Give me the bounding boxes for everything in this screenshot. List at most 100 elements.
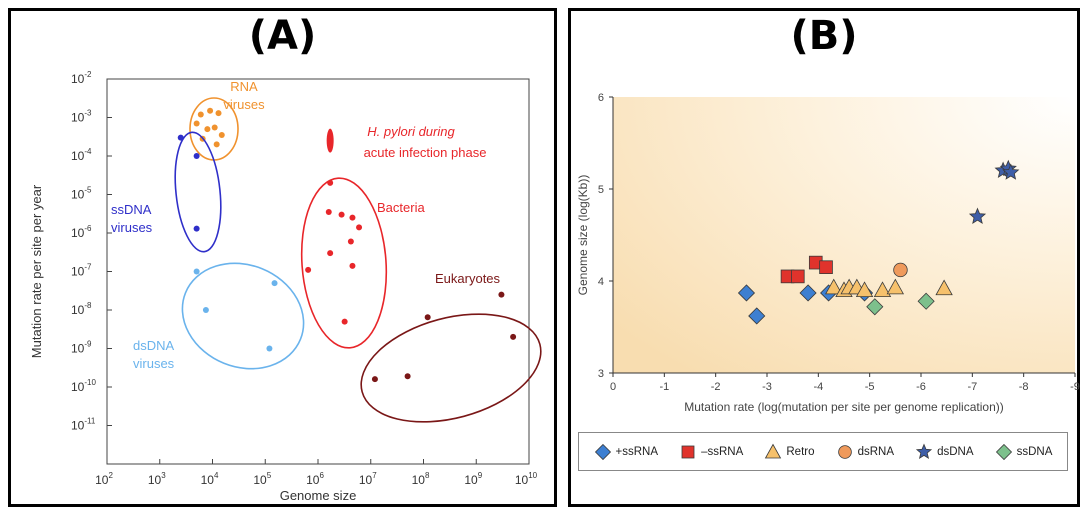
data-point-bacteria xyxy=(347,238,354,245)
y-axis-label: Genome size (log(Kb)) xyxy=(576,175,590,296)
data-point-rna xyxy=(197,111,204,118)
group-label-dsdna: dsDNA xyxy=(133,338,175,353)
data-point-dsdna xyxy=(271,280,278,287)
x-tick-label: 1010 xyxy=(515,471,538,487)
legend-marker xyxy=(837,444,852,459)
y-tick-label: 10-11 xyxy=(71,417,96,433)
data-point-bacteria xyxy=(325,209,332,216)
x-tick-label: -8 xyxy=(1019,381,1029,393)
x-tick-label: -3 xyxy=(762,381,772,393)
data-point xyxy=(855,281,874,298)
data-point-dsdna xyxy=(193,268,200,275)
y-tick-label: 6 xyxy=(598,92,604,104)
data-point-bacteria xyxy=(349,214,356,221)
chart-b: 0 -1 -2 -3 -4 -5 -6 -7 -8 -9 3 4 5 6 Mutation rate (lo… xyxy=(576,92,1080,414)
legend-label: ssDNA xyxy=(1016,445,1053,458)
legend-item: Retro xyxy=(764,443,815,461)
data-point-rna xyxy=(213,141,220,148)
data-point-bacteria xyxy=(338,211,345,218)
y-tick-label: 10-3 xyxy=(71,109,92,125)
y-tick-label: 10-10 xyxy=(71,378,96,394)
legend-marker-shape xyxy=(681,445,695,458)
data-point-dsdna xyxy=(266,345,273,352)
data-point xyxy=(825,278,843,295)
x-axis-label: Genome size xyxy=(280,488,357,503)
group-label-eukaryotes: Eukaryotes xyxy=(435,271,501,286)
legend-item: +ssRNA xyxy=(594,443,659,461)
x-tick-label: -9 xyxy=(1070,381,1080,393)
x-tick-label: -4 xyxy=(813,381,823,393)
data-point-bacteria xyxy=(305,266,312,273)
y-tick-label: 10-4 xyxy=(71,147,92,163)
data-point-rna xyxy=(215,110,222,117)
annotation-line-1: H. pylori during xyxy=(367,124,455,139)
legend-item: dsRNA xyxy=(836,443,894,461)
group-label-rna: RNA xyxy=(230,79,258,94)
x-tick-label: -2 xyxy=(711,381,721,393)
data-point-bacteria xyxy=(327,179,334,186)
x-tick-label: 108 xyxy=(412,471,430,487)
x-tick-label: 104 xyxy=(201,471,219,487)
data-point-bacteria xyxy=(327,250,334,257)
group-label-ssdna: ssDNA xyxy=(111,202,152,217)
data-point xyxy=(893,262,908,278)
legend-label: –ssRNA xyxy=(701,445,744,458)
data-point xyxy=(819,260,833,275)
legend-marker xyxy=(681,445,695,458)
legend-marker xyxy=(765,443,782,458)
legend-label: +ssRNA xyxy=(615,445,659,458)
plot-background xyxy=(613,97,1075,373)
legend-marker xyxy=(915,442,933,459)
group-ellipse-bacteria xyxy=(300,177,388,349)
y-tick-label: 4 xyxy=(598,276,604,288)
panel-b: (B) 0 -1 -2 -3 -4 -5 -6 -7 -8 -9 3 4 5 6 Mutation rate… xyxy=(568,8,1080,507)
group-ellipse-dsdna xyxy=(181,262,305,370)
legend-marker-shape xyxy=(915,442,933,459)
y-axis-label: Mutation rate per site per year xyxy=(29,184,44,358)
legend-label: Retro xyxy=(786,445,815,458)
x-tick-label: 103 xyxy=(148,471,166,487)
group-label-bacteria: Bacteria xyxy=(377,200,425,215)
data-point xyxy=(873,281,892,298)
data-point xyxy=(935,279,953,296)
data-point-rna xyxy=(207,107,214,114)
data-point xyxy=(799,284,817,302)
panel-a: (A) 102 103 104 105 106 107 108 109 1010 10-11 10-… xyxy=(8,8,557,507)
x-tick-label: 106 xyxy=(306,471,324,487)
data-point xyxy=(790,269,805,284)
legend-label: dsRNA xyxy=(857,445,895,458)
legend-marker-shape xyxy=(765,443,782,458)
data-point xyxy=(886,278,905,295)
group-ellipse-eukaryotes xyxy=(360,313,542,423)
y-tick-label: 10-7 xyxy=(71,263,92,279)
group-label-rna: viruses xyxy=(223,97,265,112)
data-point xyxy=(866,298,884,316)
data-point xyxy=(737,284,756,302)
hpylori-marker xyxy=(326,128,334,153)
legend-marker-shape xyxy=(995,443,1012,460)
group-label-ssdna: viruses xyxy=(111,220,153,235)
data-point-eukaryotes xyxy=(404,373,411,380)
data-point-bacteria xyxy=(341,318,348,325)
group-ellipse-ssdna xyxy=(174,131,222,253)
data-point-bacteria xyxy=(349,262,356,269)
legend: +ssRNA –ssRNA Retro dsRNA dsDNA ssDNA xyxy=(578,432,1068,471)
legend-item: dsDNA xyxy=(915,442,974,461)
x-tick-label: 102 xyxy=(95,471,113,487)
y-tick-label: 10-2 xyxy=(71,70,92,86)
annotation-line-2: acute infection phase xyxy=(364,145,487,160)
legend-label: dsDNA xyxy=(937,445,974,458)
x-tick-label: -5 xyxy=(865,381,875,393)
y-tick-label: 10-6 xyxy=(71,224,92,240)
y-tick-label: 5 xyxy=(598,184,604,196)
data-point-bacteria xyxy=(356,224,363,231)
y-tick-label: 3 xyxy=(598,368,604,380)
legend-marker xyxy=(995,443,1012,460)
data-point-rna xyxy=(218,132,225,139)
legend-item: –ssRNA xyxy=(679,443,743,461)
x-tick-label: -7 xyxy=(967,381,977,393)
data-point-rna xyxy=(211,124,218,131)
data-point-eukaryotes xyxy=(510,333,517,340)
x-tick-label: 105 xyxy=(253,471,271,487)
data-point-eukaryotes xyxy=(371,376,378,383)
